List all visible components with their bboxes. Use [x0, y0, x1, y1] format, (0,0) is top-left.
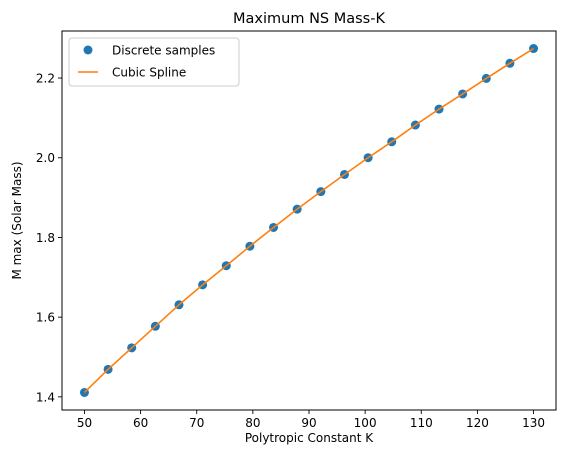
x-tick-label: 50	[77, 416, 92, 430]
legend-label-discrete-samples: Discrete samples	[112, 44, 215, 58]
legend-label-cubic-spline: Cubic Spline	[112, 66, 186, 80]
plot-background	[62, 31, 556, 410]
legend-marker-discrete-samples	[83, 45, 93, 55]
y-axis-ticks: 1.4 1.6 1.8 2.0 2.2	[36, 72, 62, 404]
y-tick-label: 2.2	[36, 72, 55, 86]
legend: Discrete samples Cubic Spline	[68, 37, 240, 87]
x-tick-label: 130	[522, 416, 545, 430]
x-tick-label: 90	[301, 416, 316, 430]
y-axis-label: M max (Solar Mass)	[10, 161, 24, 279]
cubic-spline-line	[83, 47, 534, 394]
chart-title: Maximum NS Mass-K	[233, 11, 385, 27]
legend-box	[68, 37, 240, 87]
x-tick-label: 110	[410, 416, 433, 430]
y-tick-label: 1.6	[36, 311, 55, 325]
x-axis-label: Polytropic Constant K	[245, 431, 374, 445]
y-tick-label: 1.8	[36, 231, 55, 245]
series-layer	[79, 44, 539, 397]
x-tick-label: 70	[189, 416, 204, 430]
x-axis-ticks: 50 60 70 80 90 100 110 120 130	[77, 410, 545, 430]
x-tick-label: 100	[354, 416, 377, 430]
y-tick-label: 1.4	[36, 390, 55, 404]
x-tick-label: 120	[466, 416, 489, 430]
x-tick-label: 60	[133, 416, 148, 430]
y-tick-label: 2.0	[36, 151, 55, 165]
x-tick-label: 80	[245, 416, 260, 430]
